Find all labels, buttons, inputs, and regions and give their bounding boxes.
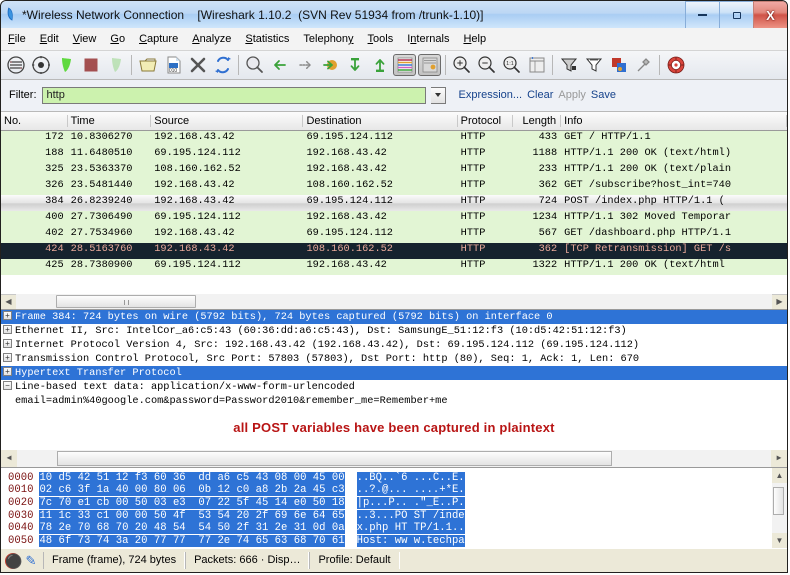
svg-text:010: 010 [168,68,177,74]
svg-text:1:1: 1:1 [506,61,514,67]
